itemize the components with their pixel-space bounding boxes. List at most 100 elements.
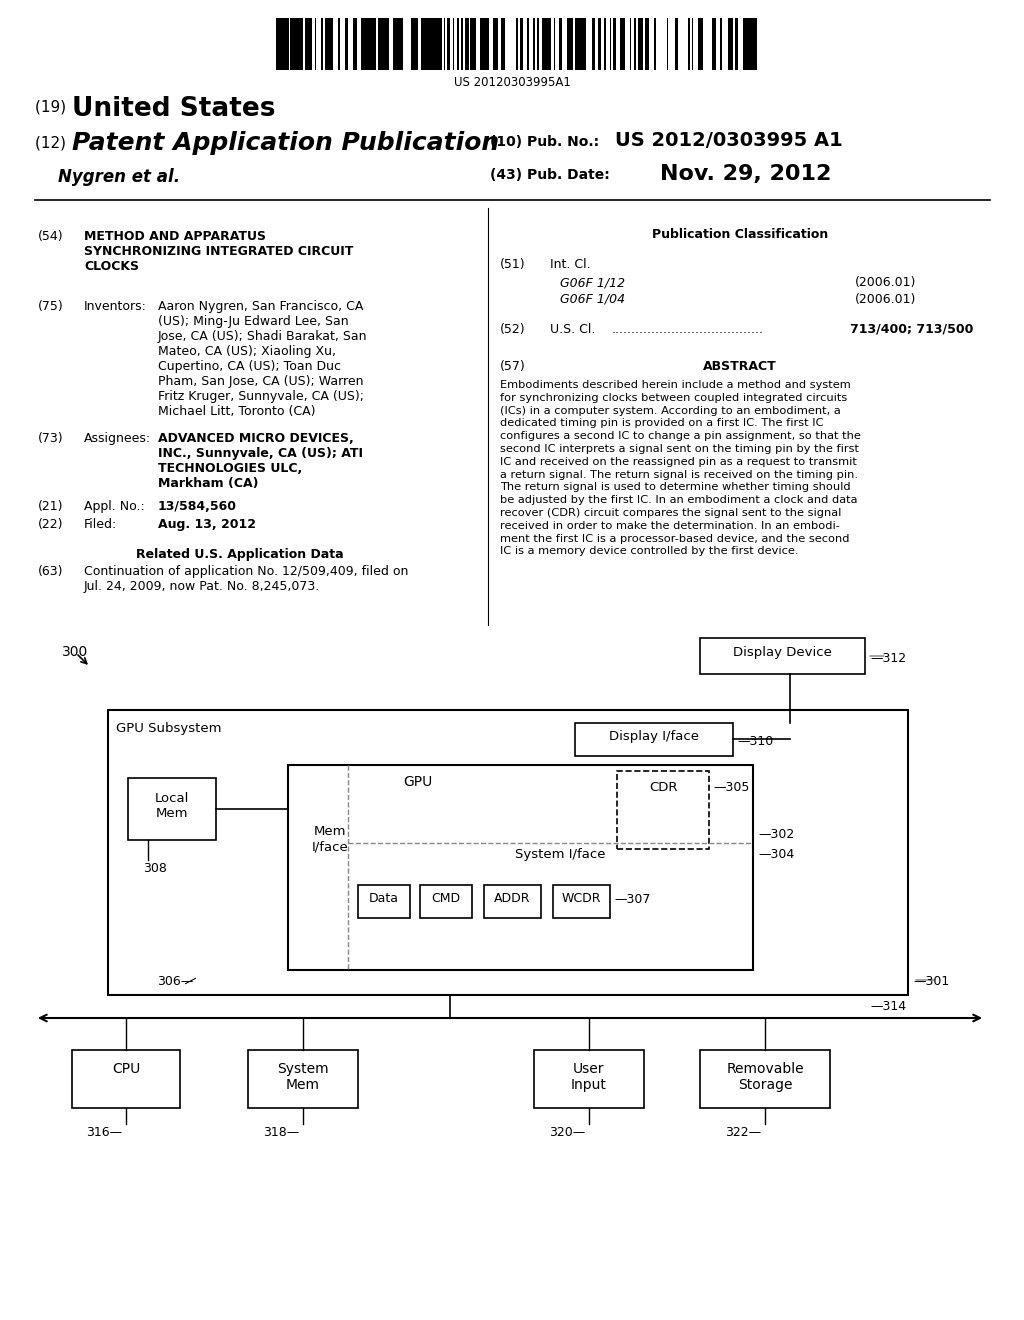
Bar	[381, 18, 386, 70]
Bar	[276, 18, 278, 70]
Bar	[379, 18, 381, 70]
Text: US 20120303995A1: US 20120303995A1	[454, 77, 570, 88]
Text: —307: —307	[614, 894, 650, 906]
Text: Data: Data	[369, 892, 399, 906]
Bar	[291, 18, 295, 70]
Text: 316—: 316—	[86, 1126, 122, 1139]
Bar	[415, 18, 418, 70]
Bar	[433, 18, 438, 70]
Bar	[617, 771, 709, 849]
Bar	[430, 18, 433, 70]
Text: G06F 1/04: G06F 1/04	[560, 293, 625, 306]
Bar	[447, 18, 450, 70]
Text: Nygren et al.: Nygren et al.	[35, 168, 180, 186]
Bar	[480, 18, 483, 70]
Bar	[353, 18, 357, 70]
Bar	[575, 18, 578, 70]
Text: Local
Mem: Local Mem	[155, 792, 189, 820]
Text: (43) Pub. Date:: (43) Pub. Date:	[490, 168, 609, 182]
Text: Patent Application Publication: Patent Application Publication	[72, 131, 499, 154]
Text: WCDR: WCDR	[562, 892, 601, 906]
Bar	[72, 1049, 180, 1107]
Text: —305: —305	[713, 781, 750, 795]
Text: —304: —304	[758, 847, 795, 861]
Text: Display I/face: Display I/face	[609, 730, 699, 743]
Text: CMD: CMD	[431, 892, 461, 906]
Bar	[559, 18, 562, 70]
Text: Aug. 13, 2012: Aug. 13, 2012	[158, 517, 256, 531]
Bar	[570, 18, 573, 70]
Text: Appl. No.:: Appl. No.:	[84, 500, 144, 513]
Text: (12): (12)	[35, 135, 71, 150]
Bar	[755, 18, 757, 70]
Text: System I/face: System I/face	[515, 847, 606, 861]
Bar	[592, 18, 595, 70]
Bar	[731, 18, 733, 70]
Text: Publication Classification: Publication Classification	[652, 228, 828, 242]
Bar	[700, 638, 865, 675]
Bar	[300, 18, 303, 70]
Text: Removable
Storage: Removable Storage	[726, 1063, 804, 1092]
Text: Inventors:: Inventors:	[84, 300, 146, 313]
Bar	[427, 18, 430, 70]
Bar	[701, 18, 703, 70]
Text: (2006.01): (2006.01)	[855, 276, 916, 289]
Bar	[567, 18, 570, 70]
Bar	[748, 18, 750, 70]
Text: Continuation of application No. 12/509,409, filed on
Jul. 24, 2009, now Pat. No.: Continuation of application No. 12/509,4…	[84, 565, 409, 593]
Bar	[401, 18, 403, 70]
Bar	[365, 18, 370, 70]
Bar	[743, 18, 746, 70]
Bar	[295, 18, 300, 70]
Text: 322—: 322—	[725, 1126, 761, 1139]
Bar	[634, 18, 636, 70]
Text: (10) Pub. No.:: (10) Pub. No.:	[490, 135, 599, 149]
Bar	[321, 18, 323, 70]
Text: Nov. 29, 2012: Nov. 29, 2012	[660, 164, 831, 183]
Text: Assignees:: Assignees:	[84, 432, 152, 445]
Bar	[520, 18, 523, 70]
Text: (57): (57)	[500, 360, 525, 374]
Text: Display Device: Display Device	[733, 645, 831, 659]
Text: 13/584,560: 13/584,560	[158, 500, 237, 513]
Bar	[534, 18, 535, 70]
Bar	[542, 18, 546, 70]
Bar	[675, 18, 678, 70]
Bar	[457, 18, 459, 70]
Bar	[578, 18, 580, 70]
Text: 713/400; 713/500: 713/400; 713/500	[850, 323, 974, 337]
Text: (2006.01): (2006.01)	[855, 293, 916, 306]
Bar	[421, 18, 426, 70]
Bar	[465, 18, 469, 70]
Bar	[412, 18, 415, 70]
Text: 306—: 306—	[157, 975, 193, 987]
Text: (75): (75)	[38, 300, 63, 313]
Bar	[728, 18, 731, 70]
Bar	[471, 18, 475, 70]
Text: G06F 1/12: G06F 1/12	[560, 276, 625, 289]
Bar	[484, 884, 541, 917]
Text: (19): (19)	[35, 100, 71, 115]
Bar	[108, 710, 908, 995]
Text: CPU: CPU	[112, 1063, 140, 1076]
Bar	[338, 18, 340, 70]
Bar	[439, 18, 442, 70]
Text: GPU Subsystem: GPU Subsystem	[116, 722, 221, 735]
Text: METHOD AND APPARATUS
SYNCHRONIZING INTEGRATED CIRCUIT
CLOCKS: METHOD AND APPARATUS SYNCHRONIZING INTEG…	[84, 230, 353, 273]
Text: United States: United States	[72, 96, 275, 121]
Text: Filed:: Filed:	[84, 517, 118, 531]
Bar	[396, 18, 400, 70]
Bar	[329, 18, 333, 70]
Bar	[581, 18, 586, 70]
Bar	[720, 18, 722, 70]
Bar	[713, 18, 716, 70]
Text: System
Mem: System Mem	[278, 1063, 329, 1092]
Text: Int. Cl.: Int. Cl.	[550, 257, 591, 271]
Bar	[128, 777, 216, 840]
Bar	[288, 766, 753, 970]
Bar	[358, 884, 410, 917]
Bar	[620, 18, 623, 70]
Text: (54): (54)	[38, 230, 63, 243]
Text: U.S. Cl.: U.S. Cl.	[550, 323, 595, 337]
Text: Embodiments described herein include a method and system
for synchronizing clock: Embodiments described herein include a m…	[500, 380, 861, 557]
